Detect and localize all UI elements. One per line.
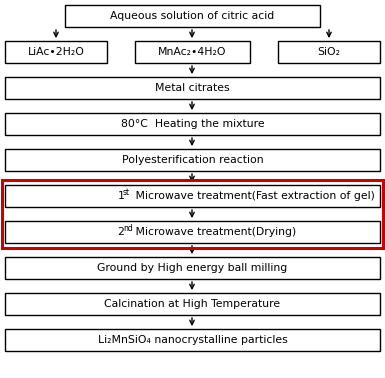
Text: Microwave treatment(Fast extraction of gel): Microwave treatment(Fast extraction of g… <box>132 191 374 201</box>
Bar <box>5 149 380 171</box>
Text: MnAc₂•4H₂O: MnAc₂•4H₂O <box>158 47 227 57</box>
Text: nd: nd <box>123 224 133 233</box>
Bar <box>5 113 380 135</box>
Text: Calcination at High Temperature: Calcination at High Temperature <box>104 299 281 309</box>
Bar <box>2 180 383 248</box>
Text: st: st <box>123 188 130 197</box>
Text: 80°C  Heating the mixture: 80°C Heating the mixture <box>121 119 264 129</box>
Bar <box>5 77 380 99</box>
Text: LiAc•2H₂O: LiAc•2H₂O <box>28 47 84 57</box>
Bar <box>65 5 320 27</box>
Bar <box>5 41 107 63</box>
Text: Polyesterification reaction: Polyesterification reaction <box>122 155 263 165</box>
Bar <box>135 41 250 63</box>
Bar <box>5 221 380 243</box>
Bar <box>5 185 380 207</box>
Bar <box>5 329 380 351</box>
Bar <box>278 41 380 63</box>
Text: Metal citrates: Metal citrates <box>155 83 230 93</box>
Text: Aqueous solution of citric acid: Aqueous solution of citric acid <box>110 11 275 21</box>
Bar <box>5 293 380 315</box>
Bar <box>5 257 380 279</box>
Text: Li₂MnSiO₄ nanocrystalline particles: Li₂MnSiO₄ nanocrystalline particles <box>98 335 287 345</box>
Text: Ground by High energy ball milling: Ground by High energy ball milling <box>97 263 288 273</box>
Text: Microwave treatment(Drying): Microwave treatment(Drying) <box>132 227 296 237</box>
Text: 1: 1 <box>117 191 124 201</box>
Text: 2: 2 <box>117 227 124 237</box>
Text: SiO₂: SiO₂ <box>318 47 340 57</box>
